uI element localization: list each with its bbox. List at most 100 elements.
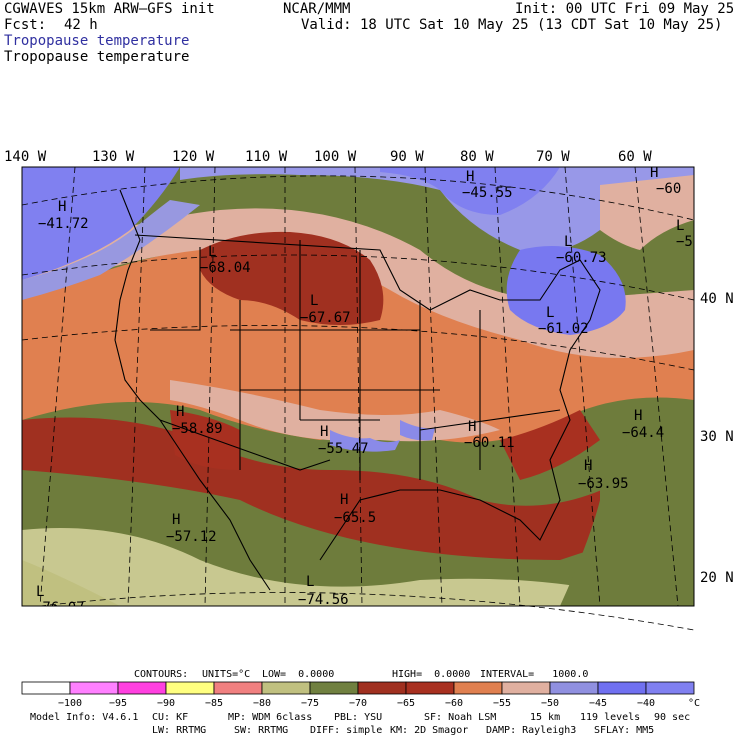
latitude-labels: 40 N 30 N 20 N xyxy=(700,291,734,586)
contours-units: UNITS=°C xyxy=(202,669,251,680)
model-title: CGWAVES 15km ARW–GFS init xyxy=(4,1,215,17)
svg-text:L: L xyxy=(306,574,314,590)
political-boundaries xyxy=(114,189,601,591)
colorbar-swatch xyxy=(213,681,263,695)
colorbar-swatch xyxy=(357,681,407,695)
lon-label: 120 W xyxy=(172,149,215,165)
map-frame xyxy=(21,166,695,607)
colorbar-tick-label: −100 xyxy=(58,698,82,709)
forecast-label: Fcst: xyxy=(4,17,47,33)
lon-label: 130 W xyxy=(92,149,135,165)
svg-text:−60.11: −60.11 xyxy=(464,435,515,451)
colorbar-tick-label: −60 xyxy=(445,698,463,709)
colorbar-swatch xyxy=(453,681,503,695)
svg-text:−60.73: −60.73 xyxy=(556,250,607,266)
svg-text:−65.5: −65.5 xyxy=(334,510,376,526)
svg-text:H: H xyxy=(340,492,348,508)
longwave-scheme: LW: RRTMG xyxy=(152,725,207,736)
diffusion: DIFF: simple xyxy=(310,725,383,736)
lon-label: 70 W xyxy=(536,149,570,165)
colorbar-swatch xyxy=(165,681,215,695)
extremum: L−55.8 xyxy=(676,218,718,250)
field-title-shaded: Tropopause temperature xyxy=(4,33,190,49)
extremum: H−41.72 xyxy=(38,199,89,232)
svg-text:L: L xyxy=(546,305,554,321)
svg-text:−76.07: −76.07 xyxy=(34,600,85,616)
extremum: L−67.67 xyxy=(300,293,351,326)
extremum: L−76.07 xyxy=(34,584,85,616)
shortwave-scheme: SW: RRTMG xyxy=(234,725,289,736)
svg-text:−55.47: −55.47 xyxy=(318,441,369,457)
vertical-levels: 119 levels xyxy=(580,712,641,723)
lon-label: 100 W xyxy=(314,149,357,165)
colorbar-swatch xyxy=(69,681,119,695)
colorbar: −100 −95 −90 −85 −80 −75 −70 −65 −60 −55 −50 −45 −40… xyxy=(21,681,700,709)
org-label: NCAR/MMM xyxy=(283,1,351,17)
extremum: H−60.11 xyxy=(464,419,515,451)
svg-text:−60: −60 xyxy=(656,181,681,197)
svg-text:L: L xyxy=(36,584,44,600)
cumulus-scheme: CU: KF xyxy=(152,712,189,723)
damping: DAMP: Rayleigh3 xyxy=(486,725,577,736)
svg-text:−57.12: −57.12 xyxy=(166,529,217,545)
km-option: KM: 2D Smagor xyxy=(390,725,469,736)
svg-text:H: H xyxy=(466,169,474,185)
svg-text:H: H xyxy=(176,404,184,420)
colorbar-tick-label: −70 xyxy=(349,698,367,709)
svg-text:−63.95: −63.95 xyxy=(578,476,629,492)
extremum: H−55.47 xyxy=(318,424,369,457)
colorbar-swatch xyxy=(549,681,599,695)
field-title: Tropopause temperature xyxy=(4,49,190,65)
time-step: 90 sec xyxy=(654,712,691,723)
extrema-labels: H−41.72 L−68.04 L−67.67 H−45.55 L−60.73 … xyxy=(34,167,718,616)
valid-time: Valid: 18 UTC Sat 10 May 25 (13 CDT Sat … xyxy=(301,17,723,33)
lon-label: 110 W xyxy=(245,149,288,165)
contours-high: HIGH= 0.0000 xyxy=(392,669,471,680)
forecast-hour: 42 h xyxy=(64,17,98,33)
svg-text:L: L xyxy=(310,293,318,309)
lat-label: 40 N xyxy=(700,291,734,307)
svg-text:−68.04: −68.04 xyxy=(200,260,251,276)
svg-text:−64.4: −64.4 xyxy=(622,425,664,441)
svg-text:H: H xyxy=(584,458,592,474)
contours-title: CONTOURS: xyxy=(134,669,189,680)
colorbar-tick-label: −95 xyxy=(109,698,127,709)
colorbar-tick-label: −55 xyxy=(493,698,511,709)
svg-text:−61.02: −61.02 xyxy=(538,321,589,337)
svg-text:H: H xyxy=(320,424,328,440)
contours-low: LOW= 0.0000 xyxy=(262,669,335,680)
contours-interval: INTERVAL= 1000.0 xyxy=(480,669,589,680)
extremum: H−64.4 xyxy=(622,408,664,441)
colorbar-unit: °C xyxy=(688,698,700,709)
extremum: H −63.95 xyxy=(578,458,629,492)
shaded-field xyxy=(22,167,694,606)
svg-text:−74.56: −74.56 xyxy=(298,592,349,608)
svg-text:−55.8: −55.8 xyxy=(676,234,718,250)
lon-label: 90 W xyxy=(390,149,424,165)
colorbar-tick-label: −40 xyxy=(637,698,655,709)
extremum: L −74.56 xyxy=(298,574,349,608)
lat-label: 30 N xyxy=(700,429,734,445)
extremum: H−60 xyxy=(650,167,681,197)
microphysics-scheme: MP: WDM 6class xyxy=(228,712,313,723)
extremum: H−58.89 xyxy=(172,404,223,437)
colorbar-swatch xyxy=(261,681,311,695)
lon-label: 140 W xyxy=(4,149,47,165)
grid-spacing: 15 km xyxy=(530,712,561,723)
svg-text:H: H xyxy=(468,419,476,435)
svg-text:L: L xyxy=(676,218,684,234)
colorbar-tick-label: −45 xyxy=(589,698,607,709)
colorbar-tick-label: −65 xyxy=(397,698,415,709)
extremum: H −65.5 xyxy=(334,492,376,526)
extremum: L−60.73 xyxy=(556,234,607,266)
model-info: Model Info: V4.6.1 xyxy=(30,712,139,723)
lat-label: 20 N xyxy=(700,570,734,586)
colorbar-swatch xyxy=(117,681,167,695)
colorbar-swatch xyxy=(21,681,71,695)
extremum: H−57.12 xyxy=(166,512,217,545)
svg-text:−58.89: −58.89 xyxy=(172,421,223,437)
lon-label: 60 W xyxy=(618,149,652,165)
svg-text:−67.67: −67.67 xyxy=(300,310,351,326)
surface-scheme: SF: Noah LSM xyxy=(424,712,497,723)
